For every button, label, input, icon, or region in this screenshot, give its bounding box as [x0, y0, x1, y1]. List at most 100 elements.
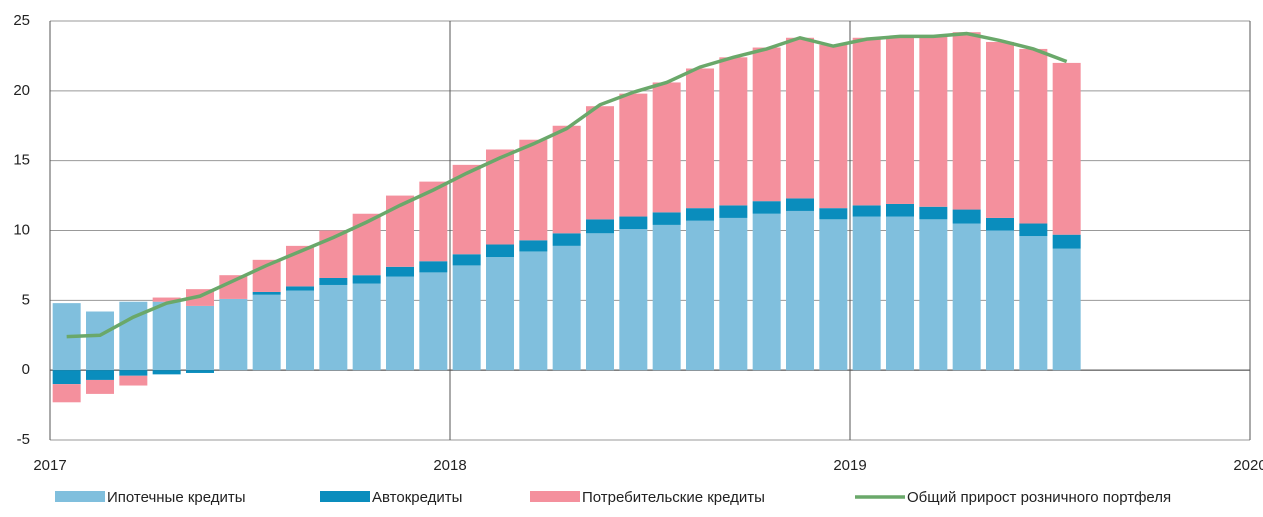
- bar: [819, 219, 848, 371]
- bar: [786, 198, 814, 211]
- bar: [1019, 236, 1048, 371]
- legend-swatch: [530, 491, 580, 502]
- bar: [219, 298, 248, 371]
- bar: [1019, 48, 1048, 224]
- bar: [1019, 223, 1048, 237]
- bar: [652, 82, 681, 213]
- bar: [952, 32, 981, 210]
- bar: [386, 195, 414, 267]
- bar: [686, 220, 714, 371]
- y-tick-label: -5: [17, 431, 30, 448]
- bar: [919, 206, 948, 220]
- x-tick-label: 2018: [433, 457, 466, 474]
- bar: [486, 149, 514, 245]
- bar: [152, 370, 181, 375]
- legend-label: Ипотечные кредиты: [107, 489, 246, 506]
- bar: [952, 209, 981, 224]
- bar: [986, 230, 1014, 371]
- legend-label: Общий прирост розничного портфеля: [907, 489, 1171, 506]
- bar: [619, 216, 648, 230]
- legend-swatch: [55, 491, 105, 502]
- bar: [819, 208, 848, 220]
- bar: [552, 245, 581, 371]
- bar: [86, 379, 114, 394]
- bar: [652, 224, 681, 371]
- bar: [519, 240, 548, 252]
- bar: [786, 37, 814, 199]
- bar: [252, 294, 281, 371]
- bar: [219, 275, 248, 299]
- bar: [552, 125, 581, 234]
- legend-label: Автокредиты: [372, 489, 462, 506]
- bar: [252, 291, 281, 295]
- y-tick-label: 15: [13, 152, 30, 169]
- bar: [586, 106, 614, 220]
- bar: [86, 370, 114, 380]
- bar: [286, 286, 314, 291]
- bar: [486, 257, 514, 371]
- bar: [752, 47, 781, 202]
- x-tick-label: 2017: [33, 457, 66, 474]
- bar: [452, 265, 481, 371]
- bar: [186, 305, 214, 371]
- bar: [652, 212, 681, 225]
- bar: [86, 311, 114, 371]
- bar: [319, 277, 348, 285]
- bar: [919, 219, 948, 371]
- bar: [752, 201, 781, 214]
- bar: [52, 384, 81, 403]
- bar: [486, 244, 514, 258]
- bar: [852, 37, 881, 206]
- bar: [186, 370, 214, 373]
- bar: [619, 93, 648, 217]
- bar: [286, 290, 314, 371]
- bar: [619, 229, 648, 371]
- bar: [786, 210, 814, 371]
- bar: [852, 216, 881, 371]
- bar: [319, 284, 348, 371]
- y-tick-label: 0: [22, 361, 30, 378]
- legend-label: Потребительские кредиты: [582, 489, 765, 506]
- bar: [419, 261, 448, 273]
- bar: [386, 276, 414, 371]
- line: [66, 31, 1068, 339]
- bar: [519, 139, 548, 241]
- bar: [986, 41, 1014, 218]
- bar: [819, 44, 848, 209]
- y-tick-label: 20: [13, 82, 30, 99]
- bar: [886, 36, 914, 204]
- bar: [1052, 248, 1081, 371]
- bar: [52, 370, 81, 385]
- bar: [986, 217, 1014, 231]
- y-tick-label: 25: [13, 12, 30, 29]
- bar: [519, 251, 548, 371]
- y-tick-label: 10: [13, 221, 30, 238]
- bar: [686, 68, 714, 209]
- y-tick-label: 5: [22, 291, 30, 308]
- bar: [552, 233, 581, 246]
- bar: [886, 203, 914, 217]
- bar: [352, 275, 381, 284]
- bar: [419, 272, 448, 371]
- bar: [452, 254, 481, 266]
- bar: [719, 217, 748, 371]
- legend-swatch: [320, 491, 370, 502]
- bar: [719, 205, 748, 218]
- bar: [352, 283, 381, 371]
- bar: [852, 205, 881, 217]
- bar: [119, 370, 148, 376]
- bar: [1052, 62, 1081, 235]
- bar: [886, 216, 914, 371]
- bar: [386, 266, 414, 277]
- bar: [686, 208, 714, 221]
- x-tick-label: 2020: [1233, 457, 1263, 474]
- bar: [586, 233, 614, 371]
- bar: [919, 34, 948, 207]
- bar: [119, 375, 148, 386]
- bar: [1052, 234, 1081, 249]
- bar: [586, 219, 614, 234]
- x-tick-label: 2019: [833, 457, 866, 474]
- bar: [152, 297, 181, 302]
- bar: [752, 213, 781, 371]
